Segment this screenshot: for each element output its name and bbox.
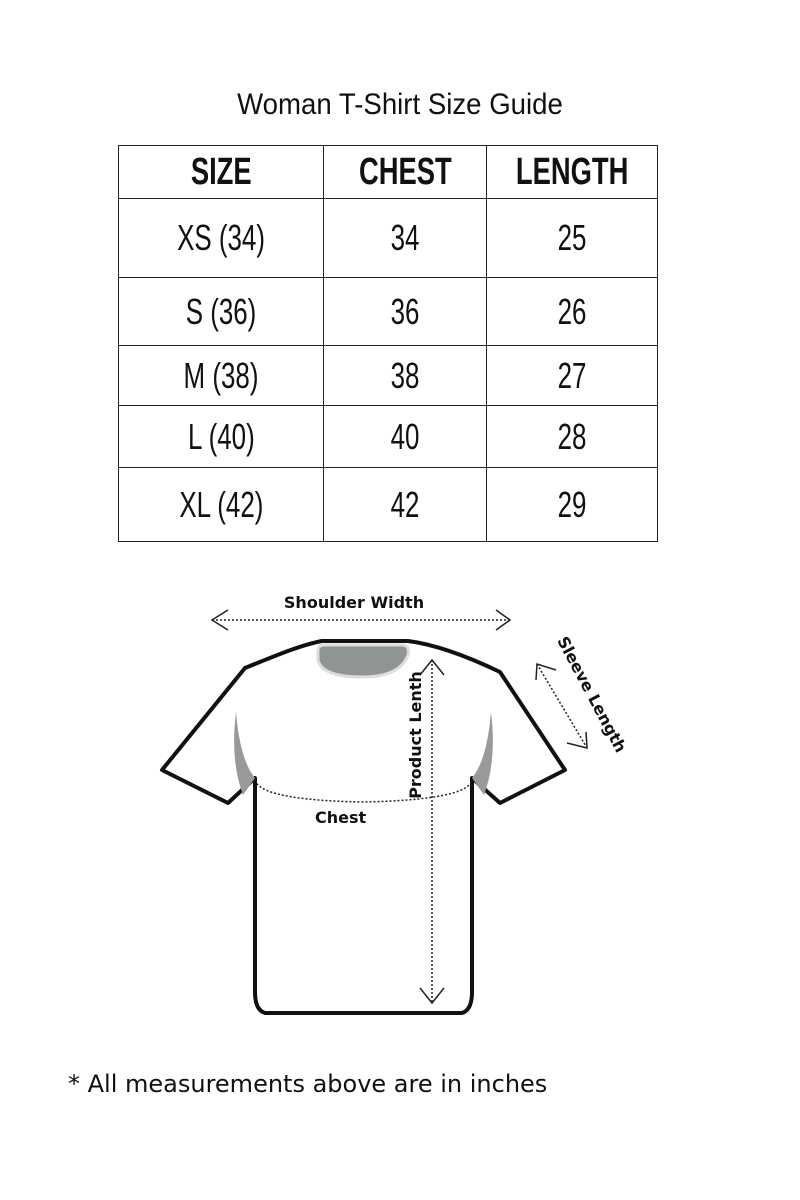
cell-length: 29: [557, 483, 587, 525]
table-row: XS (34) 34 25: [118, 198, 658, 278]
table-row: M (38) 38 27: [118, 345, 658, 406]
table-row: L (40) 40 28: [118, 405, 658, 468]
size-table: SIZE CHEST LENGTH XS (34) 34 25 S (36) 36 26…: [118, 145, 658, 542]
cell-length: 25: [557, 217, 587, 258]
cell-length: 26: [557, 290, 587, 332]
header-length: LENGTH: [515, 150, 629, 193]
cell-length: 27: [557, 354, 587, 396]
cell-size: L (40): [187, 415, 255, 457]
page-title: Woman T-Shirt Size Guide: [237, 88, 563, 121]
cell-length: 28: [557, 415, 587, 457]
header-chest: CHEST: [358, 150, 452, 193]
product-length-label: Product Lenth: [406, 671, 425, 799]
cell-chest: 42: [390, 483, 420, 525]
cell-chest: 40: [390, 415, 420, 457]
chest-line: [254, 779, 473, 803]
table-row: S (36) 36 26: [118, 277, 658, 346]
cell-chest: 38: [390, 354, 420, 396]
sleeve-length-label: Sleeve Length: [553, 633, 630, 755]
cell-size: XL (42): [178, 483, 264, 525]
sleeve-arrow: [536, 663, 588, 749]
table-row: XL (42) 42 29: [118, 467, 658, 542]
chest-label: Chest: [315, 808, 367, 827]
cell-size: S (36): [185, 290, 257, 332]
cell-chest: 34: [390, 217, 420, 258]
cell-size: M (38): [183, 354, 259, 396]
header-size: SIZE: [190, 150, 252, 193]
cell-size: XS (34): [177, 217, 265, 258]
measurement-note: * All measurements above are in inches: [68, 1070, 548, 1098]
cell-chest: 36: [390, 290, 420, 332]
tshirt-outline: [160, 639, 567, 1015]
shoulder-width-label: Shoulder Width: [284, 593, 424, 612]
